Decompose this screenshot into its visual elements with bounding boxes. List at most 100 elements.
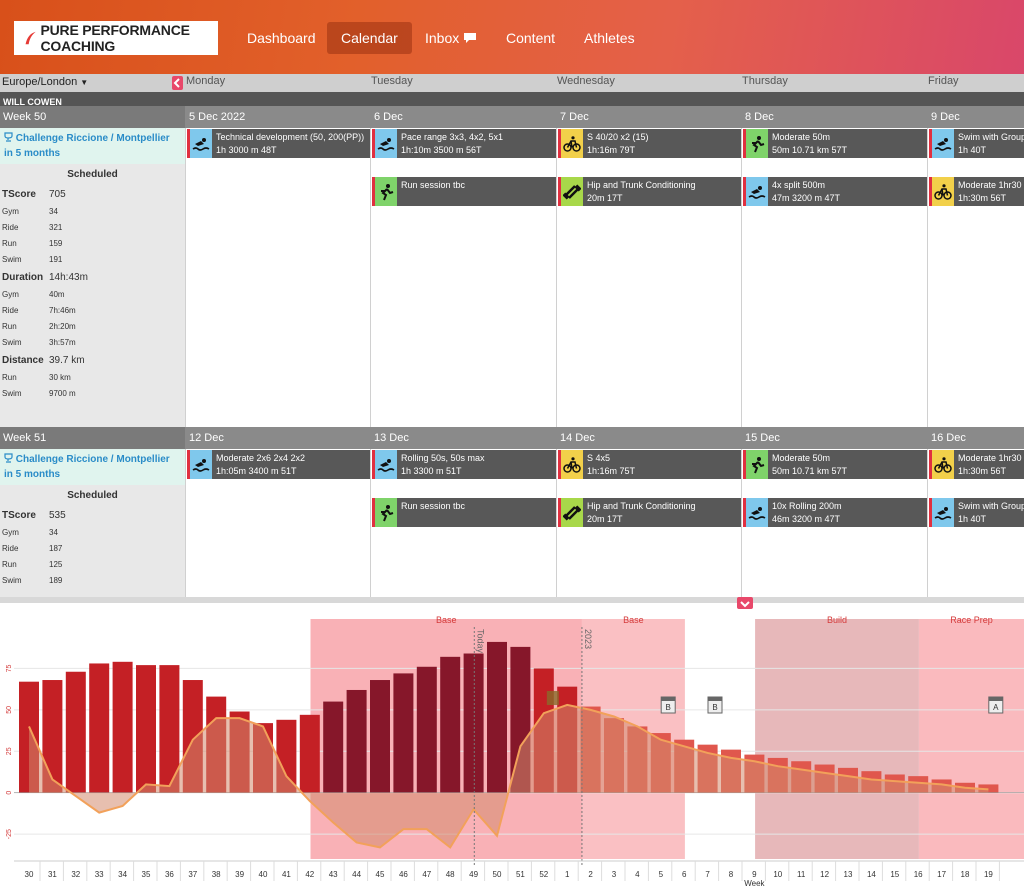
workout-card[interactable]: 10x Rolling 200m 46m 3200 m 47T [743,498,927,527]
workout-title: Moderate 50m [772,453,831,463]
collapse-chart-button[interactable] [737,597,753,609]
run-badge [375,177,397,206]
workout-card[interactable]: Moderate 50m 50m 10.71 km 57T [743,450,927,479]
load-bar [42,680,63,793]
summary-row: Distance 39.7 km [0,351,185,370]
summary-value: 159 [49,239,63,248]
workout-card[interactable]: Swim with Group 1h 40T [929,129,1024,158]
x-tick-label: 18 [961,870,970,879]
workout-detail: 1h 3000 m 48T [216,145,277,155]
x-tick-label: 4 [635,870,640,879]
workout-title: Rolling 50s, 50s max [401,453,485,463]
nav-content[interactable]: Content [506,30,556,46]
workout-card[interactable]: Moderate 50m 50m 10.71 km 57T [743,129,927,158]
summary-row: Ride 7h:46m [0,303,185,319]
summary-label: Distance [2,355,44,366]
summary-label: Run [2,373,17,382]
workout-card[interactable]: Pace range 3x3, 4x2, 5x1 1h:10m 3500 m 56… [372,129,556,158]
day-cell[interactable]: Technical development (50, 200(PP)) 1h 30… [185,128,371,427]
workout-card[interactable]: Moderate 1hr30 1h:30m 56T [929,450,1024,479]
day-cell[interactable]: Pace range 3x3, 4x2, 5x1 1h:10m 3500 m 56… [370,128,556,427]
athlete-name-bar: WILL COWEN [0,92,1024,107]
workout-card[interactable]: Technical development (50, 200(PP)) 1h 30… [187,129,371,158]
day-header-monday: Monday [186,75,226,87]
week-label-cell [0,427,185,449]
workout-detail: 1h:16m 75T [587,466,636,476]
x-tick-label: 7 [705,870,710,879]
phase-label: Base [623,615,644,625]
phase-band [918,619,1024,859]
day-cell[interactable]: Moderate 50m 50m 10.71 km 57T 4x split 500… [741,128,927,427]
workout-card[interactable]: 4x split 500m 47m 3200 m 47T [743,177,927,206]
x-tick-label: 10 [773,870,782,879]
day-cell[interactable]: Moderate 1hr30 1h:30m 56T Swim with Group 1… [927,449,1024,597]
swim-icon [377,458,395,472]
x-tick-label: 42 [305,870,314,879]
day-header-wednesday: Wednesday [557,75,615,87]
summary-label: Gym [2,207,19,216]
day-cell[interactable]: Swim with Group 1h 40T Moderate 1hr30 1h:30… [927,128,1024,427]
workout-card[interactable]: S 40/20 x2 (15) 1h:16m 79T [558,129,742,158]
workout-card[interactable]: Moderate 2x6 2x4 2x2 1h:05m 3400 m 51T [187,450,371,479]
workout-title: Moderate 1hr30 [958,453,1022,463]
day-header-thursday: Thursday [742,75,788,87]
x-tick-label: 12 [820,870,829,879]
workout-title: Moderate 1hr30 [958,180,1022,190]
day-cell[interactable]: Rolling 50s, 50s max 1h 3300 m 51T Run ses… [370,449,556,597]
run-badge [746,450,768,479]
previous-week-button[interactable] [172,76,183,90]
swim-icon [934,506,952,520]
day-cell[interactable]: Moderate 2x6 2x4 2x2 1h:05m 3400 m 51T [185,449,371,597]
load-bar [416,666,437,793]
summary-label: Ride [2,306,19,315]
timezone-select[interactable]: Europe/London ▼ [2,76,88,88]
week-header: Week 51 12 Dec 13 Dec 14 Dec 15 Dec 16 Dec [0,427,1024,449]
workout-title: Run session tbc [401,501,466,511]
x-tick-label: 11 [797,870,806,879]
workout-card[interactable]: Rolling 50s, 50s max 1h 3300 m 51T [372,450,556,479]
workout-detail: 1h 40T [958,145,987,155]
x-tick-label: 46 [399,870,408,879]
brand-logo[interactable]: PURE PERFORMANCE COACHING [14,21,218,55]
workout-card[interactable]: S 4x5 1h:16m 75T [558,450,742,479]
race-flag-label: B [712,703,717,712]
workout-card[interactable]: Hip and Trunk Conditioning 20m 17T [558,177,742,206]
workout-title: Moderate 2x6 2x4 2x2 [216,453,306,463]
summary-row: Run 30 km [0,370,185,386]
day-cell[interactable]: Moderate 50m 50m 10.71 km 57T 10x Rolling … [741,449,927,597]
load-bar [65,671,86,793]
summary-label: Swim [2,389,22,398]
day-date: 14 Dec [560,432,595,444]
nav-dashboard[interactable]: Dashboard [247,30,316,46]
summary-value: 34 [49,528,58,537]
x-axis-label: Week [744,879,765,887]
workout-title: S 40/20 x2 (15) [587,132,649,142]
week-label: Week 50 [3,111,47,123]
week-header: Week 50 5 Dec 2022 6 Dec 7 Dec 8 Dec 9 Dec [0,106,1024,128]
event-countdown-link[interactable]: Challenge Riccione / Montpellier in 5 mo… [0,128,185,164]
nav-athletes[interactable]: Athletes [584,30,635,46]
x-tick-label: 35 [142,870,151,879]
workout-card[interactable]: Run session tbc [372,498,556,527]
workout-card[interactable]: Swim with Group 1h 40T [929,498,1024,527]
x-tick-label: 9 [752,870,757,879]
summary-label: Swim [2,255,22,264]
event-countdown-link[interactable]: Challenge Riccione / Montpellier in 5 mo… [0,449,185,485]
day-cell[interactable]: S 4x5 1h:16m 75T Hip and Trunk Conditionin… [556,449,742,597]
workout-card[interactable]: Run session tbc [372,177,556,206]
swim-icon [192,458,210,472]
workout-title: Swim with Group [958,501,1024,511]
x-tick-label: 6 [682,870,687,879]
day-date: 15 Dec [745,432,780,444]
brand-swoosh-icon [25,31,36,45]
day-cell[interactable]: S 40/20 x2 (15) 1h:16m 79T Hip and Trunk C… [556,128,742,427]
load-bar [323,701,344,793]
workout-card[interactable]: Hip and Trunk Conditioning 20m 17T [558,498,742,527]
event-countdown-text: Challenge Riccione / Montpellier in 5 mo… [4,454,170,480]
day-header-friday: Friday [928,75,959,87]
workout-card[interactable]: Moderate 1hr30 1h:30m 56T [929,177,1024,206]
nav-calendar[interactable]: Calendar [327,22,412,54]
summary-value: 40m [49,290,65,299]
nav-inbox[interactable]: Inbox [411,22,491,54]
load-bar [136,665,156,793]
